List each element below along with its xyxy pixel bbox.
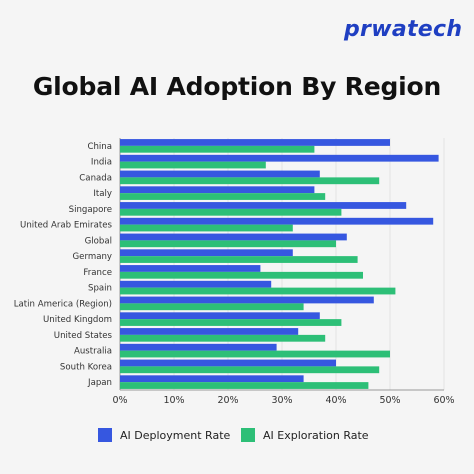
bar-exploration <box>120 350 390 358</box>
bar-exploration <box>120 271 363 279</box>
category-label: United Arab Emirates <box>20 221 112 231</box>
category-label: Italy <box>93 189 112 199</box>
brand-logo: prwatech <box>344 17 463 42</box>
x-tick-label: 20% <box>217 395 238 406</box>
bar-deployment <box>120 217 434 225</box>
category-label: Global <box>85 236 112 246</box>
category-label: Australia <box>74 347 112 357</box>
bar-deployment <box>120 233 347 241</box>
bar-deployment <box>120 202 407 209</box>
category-label: Japan <box>87 378 112 388</box>
legend-label-deployment: AI Deployment Rate <box>120 428 231 442</box>
bar-exploration <box>120 161 266 169</box>
bar-deployment <box>120 170 320 178</box>
bar-exploration <box>120 319 342 326</box>
bar-exploration <box>120 303 304 311</box>
x-tick-label: 10% <box>163 395 184 406</box>
x-tick-label: 50% <box>379 395 400 406</box>
x-tick-label: 40% <box>325 395 346 406</box>
bar-deployment <box>120 312 320 320</box>
bar-exploration <box>120 208 342 216</box>
category-label: United States <box>54 331 113 341</box>
legend-swatch-exploration <box>241 428 255 442</box>
bar-exploration <box>120 366 380 374</box>
x-tick-label: 60% <box>433 395 454 406</box>
bar-exploration <box>120 256 358 263</box>
category-label: South Korea <box>60 362 112 372</box>
bar-deployment <box>120 280 272 288</box>
bar-deployment <box>120 328 299 335</box>
bar-deployment <box>120 154 439 162</box>
bar-deployment <box>120 265 261 272</box>
legend-swatch-deployment <box>98 428 112 442</box>
bar-exploration <box>120 334 326 342</box>
bar-deployment <box>120 359 336 367</box>
legend-item-deployment: AI Deployment Rate <box>98 428 230 442</box>
category-label: China <box>87 142 112 152</box>
chart-legend: AI Deployment Rate AI Exploration Rate <box>0 428 474 446</box>
category-label: Canada <box>79 173 112 183</box>
bar-deployment <box>120 296 374 304</box>
bar-exploration <box>120 193 326 200</box>
category-label: Singapore <box>69 205 112 215</box>
bar-deployment <box>120 375 304 383</box>
bar-deployment <box>120 343 277 351</box>
category-label: France <box>83 268 112 278</box>
bar-deployment <box>120 139 390 146</box>
bar-exploration <box>120 177 380 185</box>
chart-title: Global AI Adoption By Region <box>32 72 442 101</box>
bar-exploration <box>120 240 336 248</box>
bar-exploration <box>120 382 369 389</box>
category-label: India <box>91 158 112 168</box>
legend-label-exploration: AI Exploration Rate <box>263 428 369 442</box>
category-label: United Kingdom <box>43 315 112 325</box>
legend-item-exploration: AI Exploration Rate <box>241 428 369 442</box>
bar-deployment <box>120 186 315 194</box>
category-label: Germany <box>73 252 113 262</box>
bar-exploration <box>120 224 293 232</box>
bar-exploration <box>120 145 315 153</box>
bar-exploration <box>120 287 396 295</box>
x-tick-label: 0% <box>112 395 127 406</box>
x-tick-label: 30% <box>271 395 292 406</box>
category-label: Spain <box>88 284 112 294</box>
category-label: Latin America (Region) <box>14 299 112 309</box>
bar-deployment <box>120 249 293 257</box>
